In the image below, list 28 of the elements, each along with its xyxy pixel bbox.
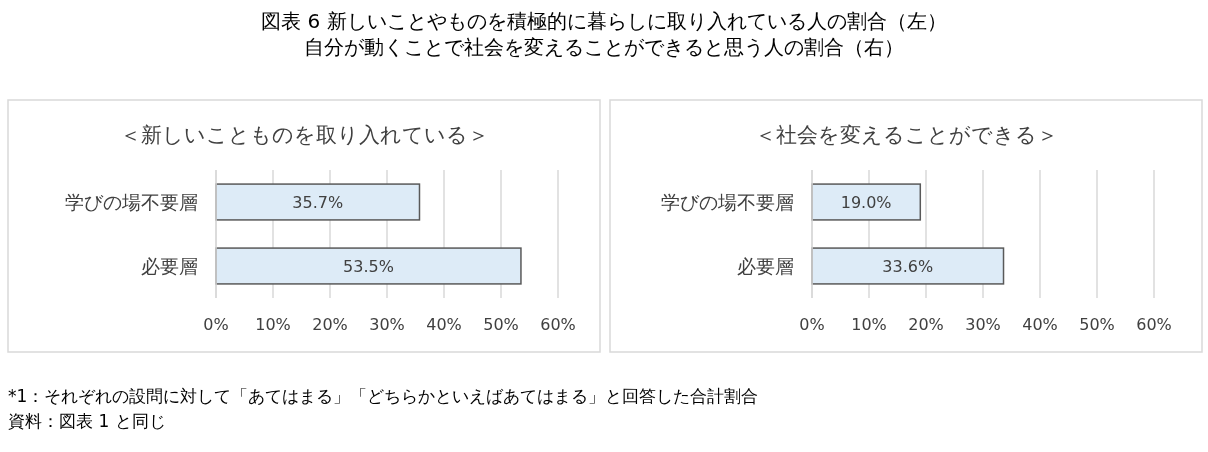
y-tick-label: 必要層 bbox=[737, 255, 794, 277]
x-tick-label: 30% bbox=[965, 315, 1001, 334]
x-tick-label: 60% bbox=[540, 315, 576, 334]
y-tick-label: 学びの場不要層 bbox=[661, 191, 794, 213]
data-label: 19.0% bbox=[840, 193, 892, 212]
x-tick-label: 20% bbox=[908, 315, 944, 334]
x-tick-label: 30% bbox=[369, 315, 405, 334]
data-label: 33.6% bbox=[882, 257, 934, 276]
x-tick-label: 60% bbox=[1136, 315, 1172, 334]
x-tick-label: 10% bbox=[255, 315, 291, 334]
chart-title: ＜新しいことものを取り入れている＞ bbox=[119, 123, 489, 147]
x-tick-label: 20% bbox=[312, 315, 348, 334]
x-tick-label: 0% bbox=[799, 315, 825, 334]
x-tick-label: 40% bbox=[426, 315, 462, 334]
y-tick-label: 必要層 bbox=[141, 255, 198, 277]
text: 自分が動くことで社会を変えることができると思う人の割合（右） bbox=[304, 35, 904, 59]
text: 資料：図表 1 と同じ bbox=[8, 411, 166, 431]
data-label: 53.5% bbox=[343, 257, 394, 276]
x-tick-label: 50% bbox=[1079, 315, 1115, 334]
x-tick-label: 40% bbox=[1022, 315, 1058, 334]
x-tick-label: 0% bbox=[203, 315, 229, 334]
text: 図表 6 新しいことやものを積極的に暮らしに取り入れている人の割合（左） bbox=[261, 9, 947, 33]
chart-title: ＜社会を変えることができる＞ bbox=[754, 123, 1058, 147]
x-tick-label: 10% bbox=[851, 315, 887, 334]
y-tick-label: 学びの場不要層 bbox=[65, 191, 198, 213]
data-label: 35.7% bbox=[292, 193, 344, 212]
x-tick-label: 50% bbox=[483, 315, 519, 334]
text: *1：それぞれの設問に対して「あてはまる」「どちらかといえばあてはまる」と回答した合計割合 bbox=[8, 386, 759, 406]
